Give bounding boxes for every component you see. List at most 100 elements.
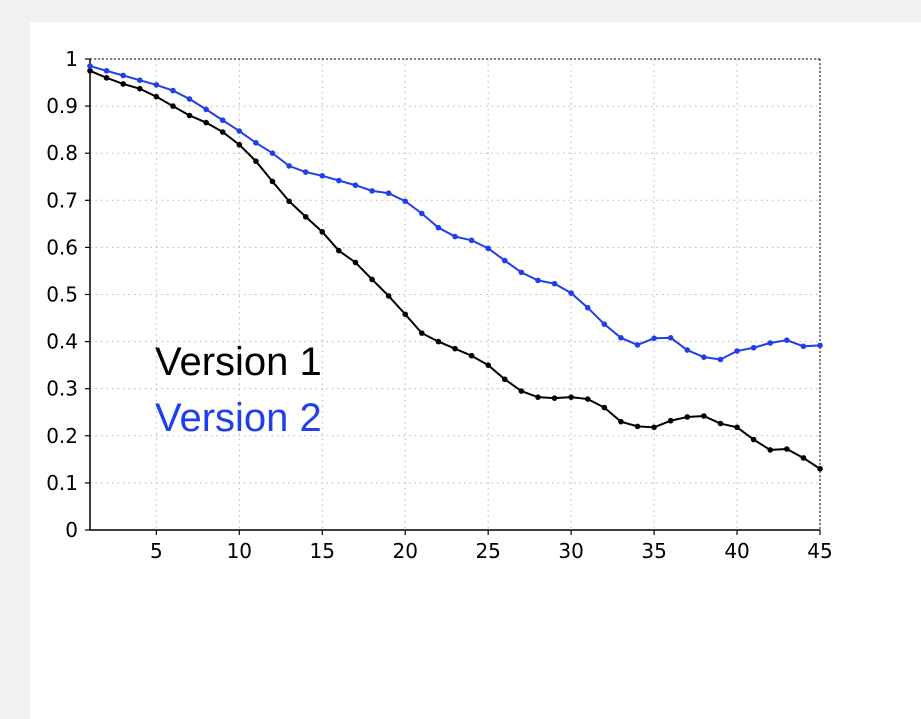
- data-point: [684, 414, 690, 420]
- data-point: [485, 246, 491, 252]
- data-point: [170, 103, 176, 109]
- data-point: [336, 178, 342, 184]
- x-tick-label: 25: [475, 539, 500, 563]
- data-point: [751, 345, 757, 351]
- data-point: [651, 425, 657, 431]
- data-point: [419, 330, 425, 336]
- data-point: [718, 421, 724, 427]
- data-point: [336, 248, 342, 254]
- data-point: [635, 342, 641, 348]
- data-point: [104, 75, 110, 81]
- data-point: [751, 437, 757, 443]
- x-tick-label: 45: [807, 539, 832, 563]
- data-point: [319, 173, 325, 179]
- y-tick-label: 0.1: [46, 471, 78, 495]
- data-point: [154, 82, 160, 88]
- data-point: [203, 120, 209, 126]
- y-tick-label: 0: [65, 518, 78, 542]
- data-point: [668, 418, 674, 424]
- tick-labels: 5 10 15 20 25 30 35 40 45 0 0.1 0.2 0.3 0.4 0.5 0.6 0.7 0…: [46, 47, 833, 563]
- data-point: [253, 158, 259, 164]
- line-chart: 5 10 15 20 25 30 35 40 45 0 0.1 0.2 0.3 0.4 0.5 0.6 0.7 0…: [30, 22, 921, 719]
- legend-entry: Version 2: [155, 396, 322, 440]
- data-point: [701, 354, 707, 360]
- y-tick-label: 0.7: [46, 188, 78, 212]
- data-point: [452, 346, 458, 352]
- data-point: [286, 163, 292, 169]
- data-point: [137, 77, 143, 83]
- x-tick-label: 30: [558, 539, 583, 563]
- data-point: [303, 214, 309, 220]
- data-point: [784, 337, 790, 343]
- data-point: [220, 129, 226, 135]
- y-tick-label: 0.2: [46, 424, 78, 448]
- data-point: [353, 182, 359, 188]
- data-point: [154, 94, 160, 100]
- data-point: [137, 86, 143, 92]
- y-tick-label: 1: [65, 47, 78, 71]
- data-point: [801, 455, 807, 461]
- chart-panel: 5 10 15 20 25 30 35 40 45 0 0.1 0.2 0.3 0.4 0.5 0.6 0.7 0…: [30, 22, 921, 719]
- data-point: [635, 424, 641, 430]
- legend: Version 1 Version 2: [155, 340, 322, 440]
- data-point: [253, 140, 259, 146]
- data-point: [319, 229, 325, 235]
- data-point: [585, 305, 591, 311]
- y-tick-label: 0.3: [46, 377, 78, 401]
- data-point: [602, 321, 608, 327]
- data-point: [353, 260, 359, 266]
- data-point: [784, 446, 790, 452]
- data-point: [734, 348, 740, 354]
- data-point: [668, 335, 674, 341]
- series-line: [90, 66, 820, 359]
- data-point: [203, 107, 209, 113]
- data-point: [237, 142, 243, 148]
- series-2: [87, 63, 823, 362]
- data-point: [552, 281, 558, 287]
- data-point: [469, 238, 475, 244]
- data-point: [87, 63, 93, 69]
- data-point: [535, 278, 541, 284]
- data-point: [386, 190, 392, 196]
- x-tick-label: 5: [150, 539, 163, 563]
- data-point: [585, 396, 591, 402]
- legend-entry: Version 1: [155, 340, 322, 384]
- data-point: [187, 96, 193, 102]
- data-point: [568, 394, 574, 400]
- y-tick-label: 0.6: [46, 235, 78, 259]
- data-point: [469, 353, 475, 359]
- data-point: [701, 413, 707, 419]
- data-point: [602, 405, 608, 411]
- x-tick-label: 15: [310, 539, 335, 563]
- data-point: [502, 376, 508, 382]
- data-point: [237, 128, 243, 134]
- grid-lines: [90, 59, 820, 530]
- data-point: [436, 225, 442, 231]
- data-point: [718, 357, 724, 363]
- data-point: [519, 270, 525, 276]
- y-tick-label: 0.5: [46, 283, 78, 307]
- data-point: [402, 311, 408, 317]
- data-point: [270, 179, 276, 185]
- data-point: [286, 198, 292, 204]
- data-point: [104, 68, 110, 74]
- data-point: [485, 362, 491, 368]
- data-point: [618, 419, 624, 425]
- data-point: [801, 344, 807, 350]
- data-point: [552, 395, 558, 401]
- x-tick-label: 20: [393, 539, 418, 563]
- y-tick-label: 0.9: [46, 94, 78, 118]
- data-point: [568, 290, 574, 296]
- data-point: [303, 169, 309, 175]
- data-point: [535, 394, 541, 400]
- data-point: [270, 150, 276, 156]
- data-point: [817, 343, 823, 349]
- x-tick-label: 35: [641, 539, 666, 563]
- data-point: [170, 88, 176, 94]
- y-tick-label: 0.4: [46, 330, 78, 354]
- data-point: [369, 277, 375, 283]
- data-point: [120, 73, 126, 79]
- data-point: [734, 425, 740, 431]
- data-point: [519, 388, 525, 394]
- y-tick-label: 0.8: [46, 141, 78, 165]
